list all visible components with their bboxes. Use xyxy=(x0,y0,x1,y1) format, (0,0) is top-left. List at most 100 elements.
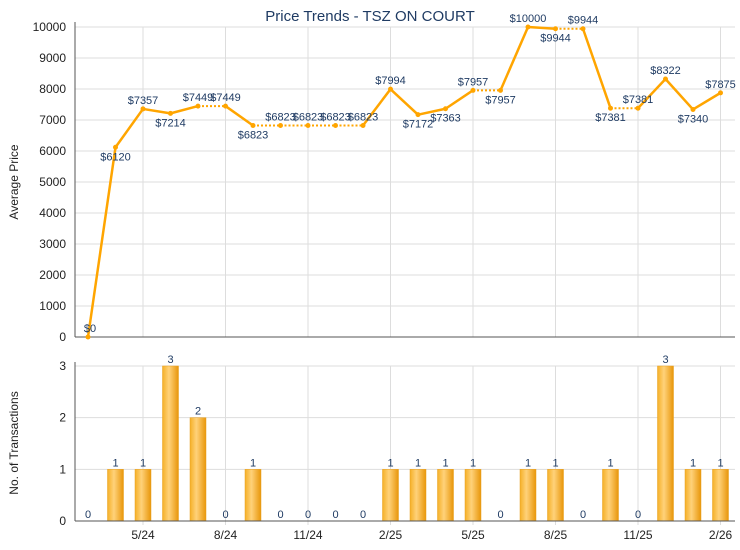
transaction-bar xyxy=(189,417,207,522)
transaction-bar xyxy=(134,469,152,522)
price-line-segment xyxy=(637,78,667,110)
price-point xyxy=(608,105,613,111)
transaction-bar xyxy=(382,469,399,522)
price-data-label: $7449 xyxy=(183,92,214,104)
x-tick-label: 5/24 xyxy=(131,528,155,542)
price-point xyxy=(168,110,173,116)
bar-data-label: 0 xyxy=(332,509,338,521)
price-data-label: $6823 xyxy=(348,111,379,123)
bar-data-label: 2 xyxy=(195,406,201,418)
price-data-label: $9944 xyxy=(540,33,571,45)
price-data-label: $7381 xyxy=(623,94,654,106)
price-point xyxy=(333,122,338,128)
price-data-label: $6120 xyxy=(100,151,131,163)
y-tick-label: 3 xyxy=(59,359,66,373)
bar-data-label: 1 xyxy=(470,457,476,469)
bar-data-label: 1 xyxy=(552,457,558,469)
transaction-bar xyxy=(107,469,124,522)
bar-data-label: 1 xyxy=(140,457,146,469)
bar-data-label: 1 xyxy=(442,457,448,469)
price-point xyxy=(470,87,476,93)
price-point xyxy=(250,122,256,128)
price-line-segment xyxy=(142,107,171,115)
price-point xyxy=(388,86,393,92)
transaction-bar xyxy=(712,469,729,522)
y-axis-label-transactions: No. of Transactions xyxy=(7,391,21,494)
price-data-label: $10000 xyxy=(510,13,547,25)
transaction-bar xyxy=(657,365,674,522)
bar-data-label: 0 xyxy=(277,509,283,521)
bar-data-label: 1 xyxy=(387,457,393,469)
price-data-label: $7449 xyxy=(210,92,241,104)
price-point xyxy=(360,122,366,128)
price-line-segment xyxy=(692,91,722,111)
y-tick-label: 1000 xyxy=(39,299,66,313)
y-axis-label-price: Average Price xyxy=(7,144,21,219)
y-tick-label: 0 xyxy=(59,514,66,528)
x-tick-label: 11/24 xyxy=(293,528,322,542)
price-data-label: $7357 xyxy=(128,95,159,107)
y-tick-label: 10000 xyxy=(33,20,67,34)
bar-data-label: 0 xyxy=(222,509,228,521)
price-data-label: $0 xyxy=(84,323,96,335)
bar-data-label: 1 xyxy=(250,457,256,469)
bar-data-label: 1 xyxy=(525,457,531,469)
price-data-label: $7214 xyxy=(155,117,186,129)
price-data-label: $7363 xyxy=(430,113,461,125)
price-point xyxy=(195,103,201,109)
price-point xyxy=(553,26,558,32)
bar-data-label: 1 xyxy=(690,457,696,469)
price-line-segment xyxy=(581,28,612,109)
x-tick-label: 2/26 xyxy=(709,528,733,542)
x-tick-label: 5/25 xyxy=(461,528,485,542)
price-data-label: $6823 xyxy=(293,111,324,123)
y-tick-label: 1 xyxy=(59,462,66,476)
x-tick-label: 2/25 xyxy=(379,528,403,542)
price-data-label: $7340 xyxy=(678,113,709,125)
price-line-segment xyxy=(170,104,199,115)
price-line-segment xyxy=(499,26,530,91)
y-tick-label: 0 xyxy=(59,330,66,344)
transaction-bar xyxy=(409,469,427,522)
transaction-bar xyxy=(684,469,702,522)
transaction-bar xyxy=(162,365,179,522)
price-point xyxy=(525,24,531,30)
price-point xyxy=(718,90,723,96)
price-data-label: $7172 xyxy=(403,119,434,131)
price-line-segment xyxy=(362,88,392,127)
price-point xyxy=(278,122,283,128)
y-tick-label: 5000 xyxy=(39,175,66,189)
price-point xyxy=(635,105,641,111)
price-line-segment xyxy=(417,107,446,116)
price-line-segment xyxy=(224,105,254,127)
transaction-bar xyxy=(437,469,454,522)
price-point xyxy=(113,144,118,150)
price-line-segment xyxy=(114,108,145,149)
price-point xyxy=(415,112,421,118)
bar-data-label: 1 xyxy=(607,457,613,469)
x-tick-label: 8/25 xyxy=(544,528,568,542)
price-point xyxy=(690,106,696,112)
price-point xyxy=(580,26,586,32)
bar-data-label: 0 xyxy=(85,509,91,521)
price-point xyxy=(498,87,503,93)
transaction-bar xyxy=(547,469,564,522)
transaction-bar xyxy=(244,469,262,522)
transaction-bar xyxy=(602,469,619,522)
price-data-label: $7994 xyxy=(375,75,406,87)
bar-data-label: 1 xyxy=(112,457,118,469)
price-data-label: $7957 xyxy=(485,94,516,106)
price-line-segment xyxy=(527,25,556,30)
bar-data-label: 3 xyxy=(662,354,668,366)
transaction-bar xyxy=(464,469,482,522)
price-point xyxy=(85,334,91,340)
bar-data-label: 1 xyxy=(415,457,421,469)
price-data-label: $6823 xyxy=(265,111,296,123)
y-tick-label: 2 xyxy=(59,411,66,425)
price-point xyxy=(443,106,448,112)
bar-data-label: 0 xyxy=(580,509,586,521)
x-tick-label: 11/25 xyxy=(623,528,652,542)
transaction-bar xyxy=(519,469,537,522)
